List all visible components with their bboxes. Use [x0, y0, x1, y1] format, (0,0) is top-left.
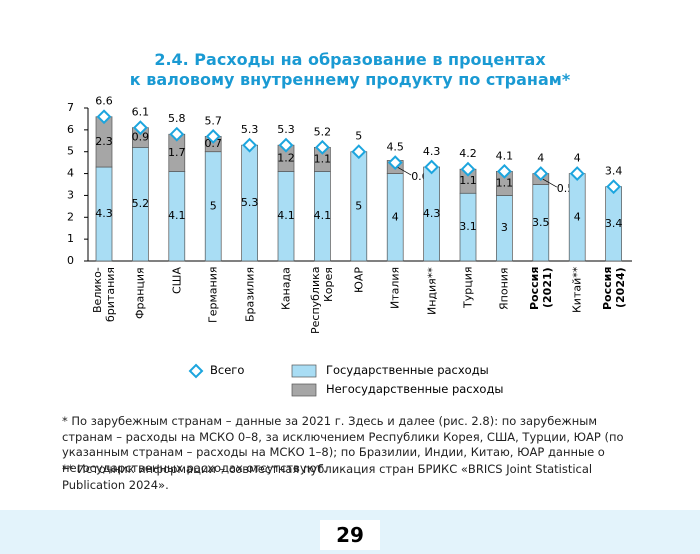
value-label: 3.4 [605, 217, 623, 230]
x-tick-label: Индия** [425, 267, 439, 315]
value-label: 0.9 [132, 131, 150, 144]
total-marker [314, 139, 330, 155]
y-tick-label: 0 [67, 254, 74, 267]
x-tick-label: Бразилия [243, 267, 257, 323]
y-tick-label: 7 [67, 101, 74, 114]
total-marker [606, 179, 622, 195]
page-number: 29 [320, 520, 380, 550]
y-tick-label: 1 [67, 232, 74, 245]
value-label: 5 [355, 199, 362, 212]
x-tick-label: Канада [279, 267, 293, 310]
value-label: 4.3 [423, 207, 441, 220]
x-tick-label: ЮАР [352, 267, 366, 294]
x-tick-label: Япония [497, 267, 511, 310]
total-marker [351, 144, 367, 160]
x-tick-label: Италия [388, 267, 402, 310]
total-label: 6.1 [132, 106, 150, 119]
total-marker [132, 120, 148, 136]
total-marker [278, 137, 294, 153]
total-label: 5.3 [241, 123, 259, 136]
total-label: 4 [537, 152, 544, 165]
total-marker [242, 137, 258, 153]
total-marker [169, 126, 185, 142]
legend-label: Негосударственные расходы [326, 382, 504, 396]
total-marker [533, 166, 549, 181]
x-tick-label: США [170, 267, 184, 294]
value-label: 5 [210, 199, 217, 212]
value-label: 4.1 [314, 209, 332, 222]
value-label: 1.1 [459, 174, 477, 187]
value-label: 3 [501, 221, 508, 234]
value-label: 5.2 [132, 197, 150, 210]
total-label: 5.3 [277, 123, 295, 136]
total-label: 5.2 [314, 125, 332, 138]
total-label: 5 [355, 130, 362, 143]
total-label: 4.5 [386, 141, 404, 154]
value-label: 4 [574, 210, 581, 223]
legend-label: Всего [210, 363, 245, 377]
chart-title: 2.4. Расходы на образование в процентах … [129, 50, 571, 89]
value-label: 4.1 [277, 209, 295, 222]
x-tick-label: Китай** [570, 267, 584, 314]
value-label: 1.1 [314, 152, 332, 165]
total-marker [96, 109, 112, 125]
value-label: 3.5 [532, 216, 550, 229]
x-tick-label: Россия (2021) [527, 267, 554, 311]
legend-swatch [291, 364, 317, 378]
value-label: 4 [392, 210, 399, 223]
total-label: 4.1 [496, 149, 514, 162]
y-tick-label: 4 [67, 167, 74, 180]
x-tick-label: Франция [133, 267, 147, 319]
leader-line [397, 166, 412, 176]
value-label: 4.1 [168, 209, 186, 222]
value-label: 5.3 [241, 196, 259, 209]
total-label: 4 [574, 152, 581, 165]
y-tick-label: 5 [67, 145, 74, 158]
legend-marker [188, 363, 204, 379]
value-label: 1.2 [277, 151, 295, 164]
total-label: 5.7 [204, 114, 222, 127]
leader-line [542, 178, 557, 188]
y-tick-label: 3 [67, 188, 74, 201]
total-marker [387, 155, 403, 171]
total-label: 5.8 [168, 112, 186, 125]
total-marker [496, 163, 512, 179]
total-marker [205, 128, 221, 144]
y-tick-label: 6 [67, 123, 74, 136]
total-marker [460, 161, 476, 177]
value-label: 4.3 [95, 207, 113, 220]
footnote: ** Источник информации – совместная публ… [62, 462, 593, 492]
total-label: 3.4 [605, 165, 623, 178]
value-label: 1.7 [168, 146, 186, 159]
legend-swatch [291, 383, 317, 397]
x-tick-label: Россия (2024) [600, 267, 627, 311]
value-label: 2.3 [95, 135, 113, 148]
footnote: * По зарубежным странам – данные за 2021… [62, 414, 624, 475]
value-label: 1.1 [496, 176, 514, 189]
x-tick-label: Турция [461, 267, 475, 309]
y-tick-label: 2 [67, 210, 74, 223]
x-tick-label: Велико- британия [91, 267, 117, 323]
x-tick-label: Германия [206, 267, 220, 324]
total-marker [424, 159, 440, 175]
value-label: 3.1 [459, 220, 477, 233]
total-label: 4.2 [459, 147, 477, 160]
total-label: 6.6 [95, 95, 113, 108]
x-tick-label: Республика Корея [309, 267, 336, 335]
total-label: 4.3 [423, 145, 441, 158]
total-marker [569, 166, 585, 181]
legend-label: Государственные расходы [326, 363, 489, 377]
